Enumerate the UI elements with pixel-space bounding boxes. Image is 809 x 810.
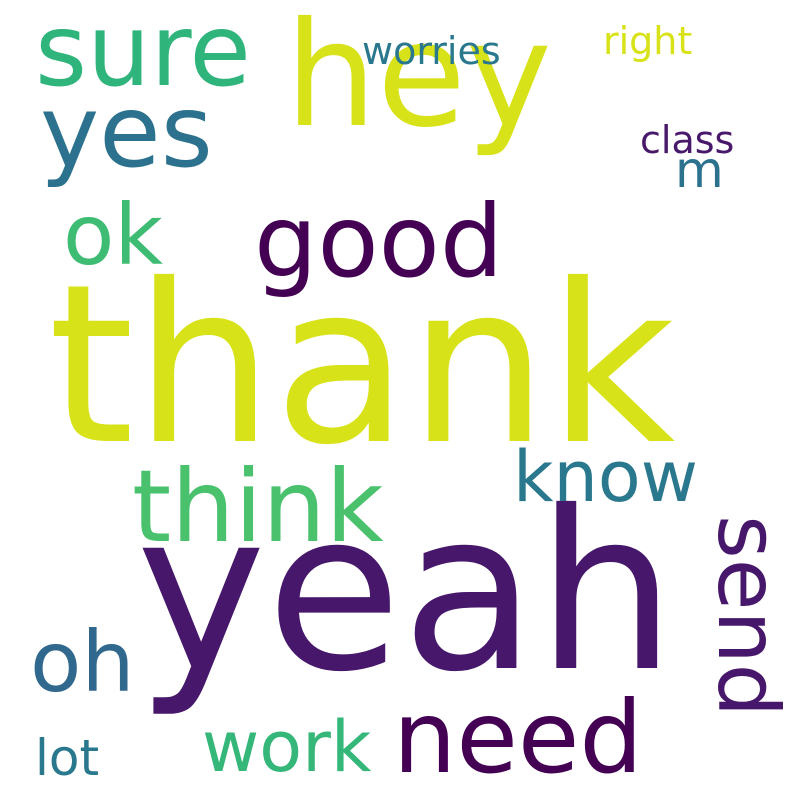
word-sure: sure xyxy=(35,0,251,109)
word-oh: oh xyxy=(30,613,135,711)
word-work: work xyxy=(202,706,372,788)
word-worries: worries xyxy=(362,29,501,73)
word-class: class xyxy=(640,118,735,162)
word-need: need xyxy=(393,679,643,796)
word-send: send xyxy=(699,515,797,718)
word-good: good xyxy=(254,183,504,300)
word-yes: yes xyxy=(40,73,213,190)
word-ok: ok xyxy=(63,186,164,284)
word-thank: thank xyxy=(48,237,676,493)
word-lot: lot xyxy=(35,729,100,787)
word-yeah: yeah xyxy=(136,464,676,720)
word-know: know xyxy=(513,436,698,518)
word-hey: hey xyxy=(285,0,552,160)
word-think: think xyxy=(132,448,384,565)
word-m: m xyxy=(675,141,724,199)
word-right: right xyxy=(603,19,693,63)
